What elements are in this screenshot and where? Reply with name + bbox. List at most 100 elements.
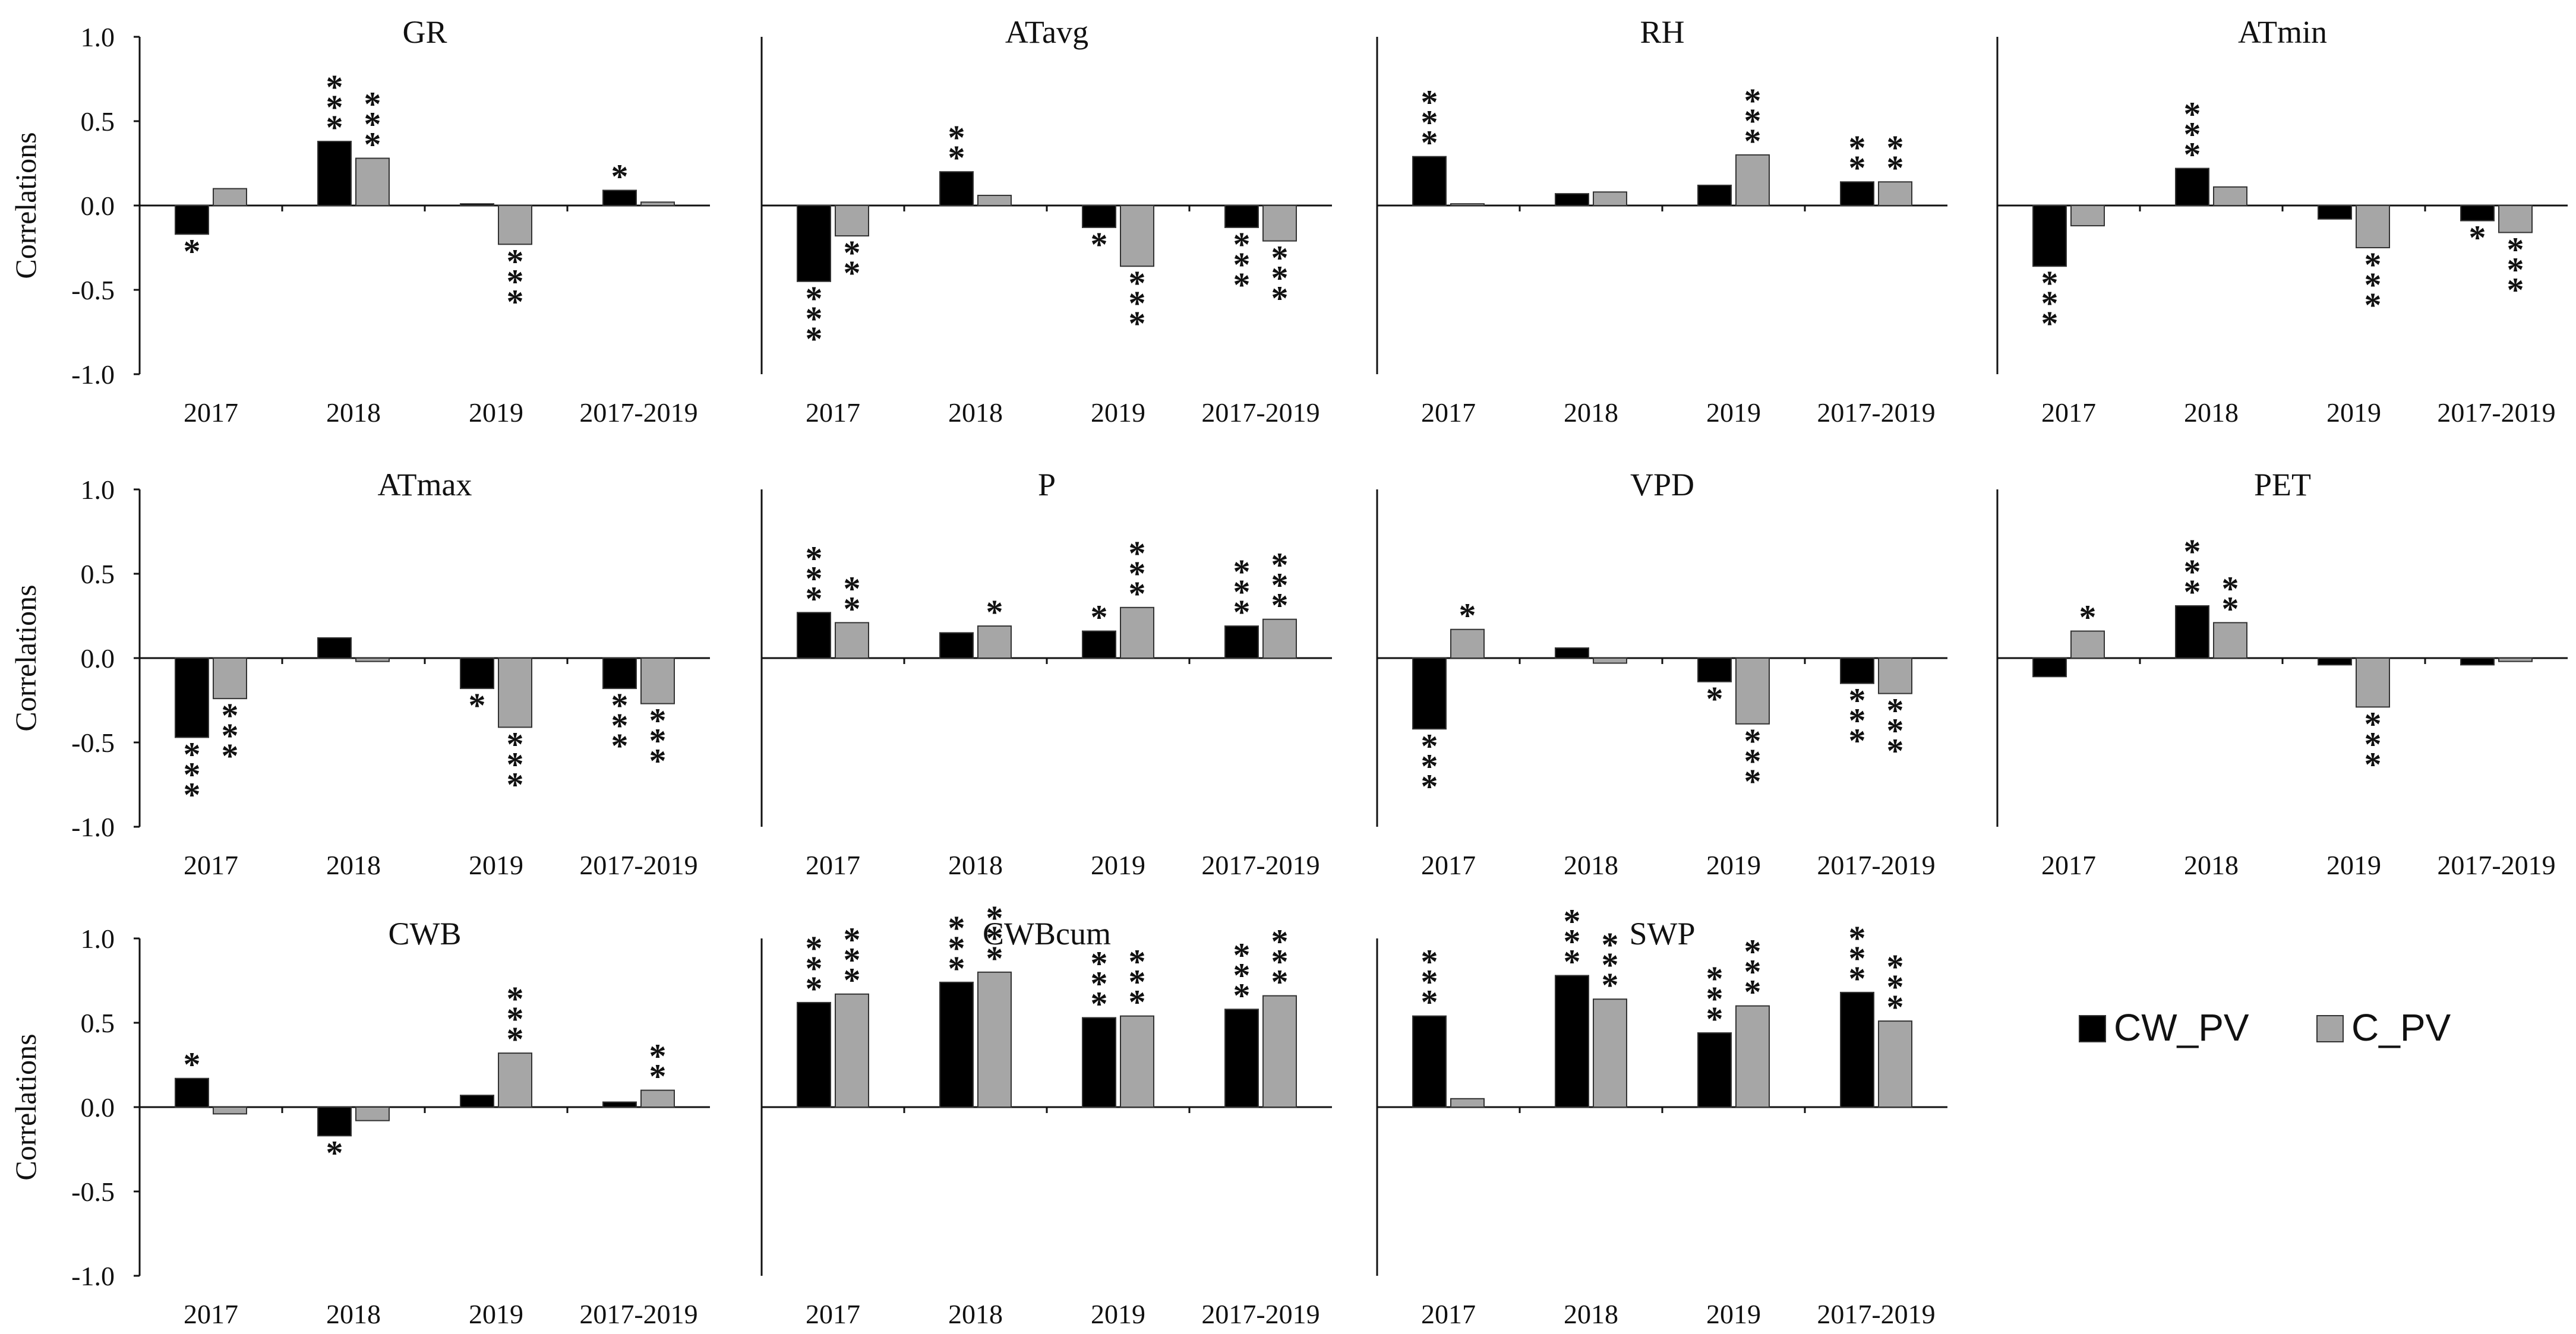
category-label: 2017-2019 xyxy=(1201,850,1319,880)
significance-star: * xyxy=(1271,922,1289,961)
significance-star: * xyxy=(986,899,1003,937)
y-tick-label: 0.5 xyxy=(81,106,115,137)
bar-cw-pv xyxy=(797,1001,831,1108)
legend-label: CW_PV xyxy=(2114,1006,2249,1049)
category-label: 2017 xyxy=(184,397,238,428)
significance-star: * xyxy=(986,939,1003,978)
significance-star: * xyxy=(1744,102,1761,140)
significance-star: * xyxy=(844,941,861,979)
category-label: 2017-2019 xyxy=(579,1299,697,1329)
significance-star: * xyxy=(948,138,965,177)
significance-star: * xyxy=(2365,745,2382,783)
significance-star: * xyxy=(1744,973,1761,1011)
bar-cw-pv xyxy=(317,141,352,206)
significance-star: * xyxy=(2365,265,2382,304)
bar-cw-pv xyxy=(460,203,494,207)
significance-star: * xyxy=(326,108,343,147)
bar-c-pv xyxy=(1450,203,1485,207)
significance-star: * xyxy=(1233,976,1251,1014)
category-label: 2018 xyxy=(2184,397,2239,428)
bar-c-pv xyxy=(1120,1015,1154,1108)
significance-star: * xyxy=(1233,573,1251,611)
significance-star: * xyxy=(1706,1000,1723,1038)
bar-cw-pv xyxy=(2032,657,2067,678)
bar-c-pv xyxy=(1120,606,1154,659)
bar-c-pv xyxy=(977,971,1012,1108)
significance-star: * xyxy=(1887,732,1904,770)
significance-star: * xyxy=(1129,554,1146,593)
category-label: 2018 xyxy=(326,1299,381,1329)
significance-star: * xyxy=(1706,679,1723,718)
bar-c-pv xyxy=(1878,181,1912,206)
significance-star: * xyxy=(2079,598,2097,637)
significance-star: * xyxy=(1421,726,1438,765)
bar-cw-pv xyxy=(175,205,209,235)
bar-cw-pv xyxy=(1412,156,1447,207)
y-tick-label: 1.0 xyxy=(81,924,115,954)
significance-star: * xyxy=(1233,935,1251,974)
significance-star: * xyxy=(1421,767,1438,805)
significance-star: * xyxy=(184,735,201,773)
bar-cw-pv xyxy=(602,189,637,207)
significance-star: * xyxy=(1744,722,1761,760)
bar-c-pv xyxy=(355,657,390,662)
bar-c-pv xyxy=(213,657,247,700)
significance-star: * xyxy=(1271,239,1289,277)
significance-star: * xyxy=(2222,589,2239,628)
bar-c-pv xyxy=(977,625,1012,659)
bar-c-pv xyxy=(1262,995,1297,1108)
bar-c-pv xyxy=(2356,205,2390,248)
bar-cw-pv xyxy=(1697,184,1732,207)
bar-cw-pv xyxy=(460,1095,494,1108)
significance-star: * xyxy=(1091,944,1108,982)
bar-c-pv xyxy=(835,205,869,237)
chart-cwb: 1.0 0.5 0.0 -0.5 -1.0 Correlations CWB 2017 * 201… xyxy=(9,916,710,1329)
bar-c-pv xyxy=(1735,657,1770,725)
significance-star: * xyxy=(364,105,381,143)
significance-star: * xyxy=(2365,725,2382,763)
category-label: 2017-2019 xyxy=(2437,397,2555,428)
significance-star: * xyxy=(1271,566,1289,605)
legend-swatch-c-pv xyxy=(2316,1015,2344,1042)
category-label: 2019 xyxy=(2326,850,2381,880)
bar-cw-pv xyxy=(602,1101,637,1108)
significance-star: * xyxy=(1091,984,1108,1023)
significance-star: * xyxy=(1129,534,1146,573)
significance-star: * xyxy=(649,1037,667,1076)
bar-cw-pv xyxy=(1555,975,1589,1108)
significance-star: * xyxy=(1849,722,1866,760)
significance-star: * xyxy=(1849,148,1866,187)
significance-star: * xyxy=(1129,284,1146,323)
bar-c-pv xyxy=(2213,186,2247,207)
bar-cw-pv xyxy=(1697,1032,1732,1108)
significance-star: * xyxy=(1271,279,1289,318)
legend-swatch-cw-pv xyxy=(2079,1015,2106,1042)
significance-star: * xyxy=(364,84,381,123)
legend: CW_PV C_PV xyxy=(2079,1006,2451,1049)
significance-star: * xyxy=(184,1045,201,1084)
significance-star: * xyxy=(184,775,201,814)
category-label: 2019 xyxy=(469,850,523,880)
bar-cw-pv xyxy=(2175,605,2209,659)
category-label: 2018 xyxy=(2184,850,2239,880)
category-label: 2018 xyxy=(948,850,1003,880)
significance-star: * xyxy=(507,282,524,321)
category-label: 2017 xyxy=(1421,1299,1476,1329)
bar-cw-pv xyxy=(1412,1015,1447,1108)
bar-c-pv xyxy=(835,622,869,659)
category-label: 2017-2019 xyxy=(1817,1299,1935,1329)
bar-cw-pv xyxy=(939,981,974,1108)
significance-star: * xyxy=(1129,574,1146,613)
significance-star: * xyxy=(1887,947,1904,986)
y-tick-label: -0.5 xyxy=(71,275,115,305)
significance-star: * xyxy=(1744,762,1761,801)
bar-cw-pv xyxy=(175,1077,209,1108)
category-label: 2017-2019 xyxy=(1201,1299,1319,1329)
significance-star: * xyxy=(2041,284,2059,323)
category-label: 2019 xyxy=(1091,397,1145,428)
y-tick-label: -1.0 xyxy=(71,1261,115,1291)
bar-c-pv xyxy=(498,657,532,728)
bar-c-pv xyxy=(1735,1005,1770,1108)
